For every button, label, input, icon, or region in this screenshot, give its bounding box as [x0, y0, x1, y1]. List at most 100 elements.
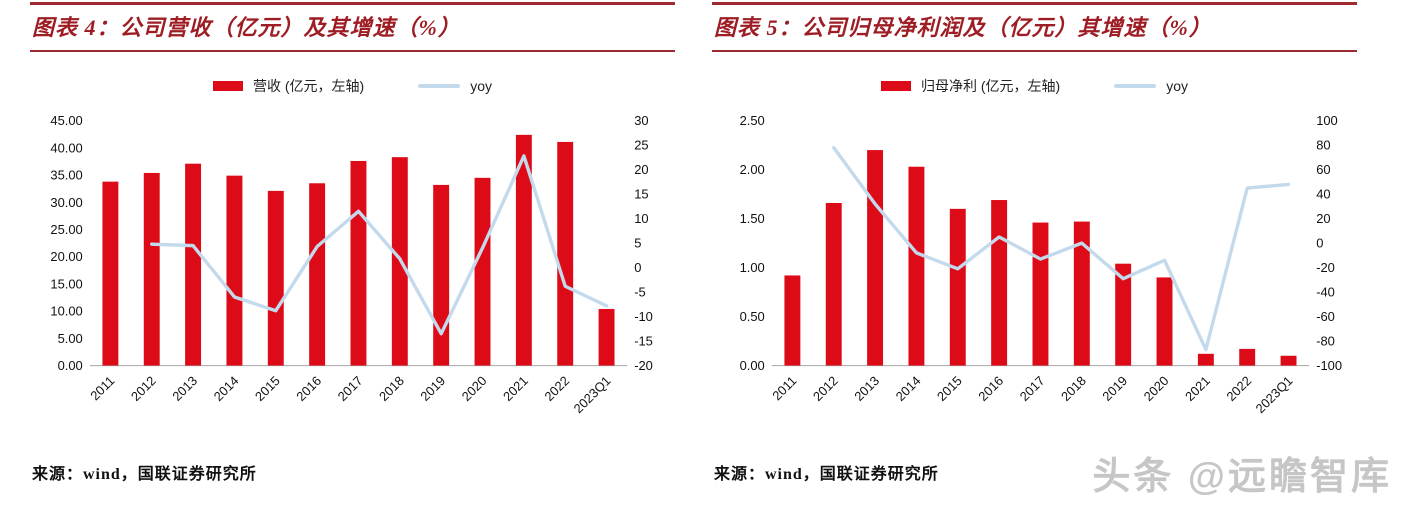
bar-2017	[1032, 222, 1049, 366]
revenue-chart-panel: 图表 4：公司营收（亿元）及其增速（%） 营收 (亿元，左轴) yoy 0.00…	[30, 0, 675, 484]
right-axis-tick: 60	[1316, 162, 1330, 177]
legend-bar-swatch	[212, 80, 243, 91]
x-axis-label: 2016	[975, 373, 1006, 404]
chart-legend: 营收 (亿元，左轴) yoy	[30, 76, 675, 96]
bar-2018	[1073, 221, 1090, 366]
title-rule-top	[712, 2, 1357, 5]
left-axis-tick: 45.00	[50, 113, 82, 128]
bar-2017	[350, 160, 367, 366]
bar-2012	[825, 202, 842, 366]
x-axis-label: 2015	[252, 373, 283, 404]
bar-2022	[1239, 348, 1256, 366]
x-axis-label: 2012	[810, 373, 841, 404]
right-axis-tick: 20	[1316, 211, 1330, 226]
x-axis-label: 2015	[934, 373, 965, 404]
left-axis-tick: 0.00	[58, 358, 83, 373]
right-axis-tick: -15	[634, 333, 653, 348]
x-axis-label: 2013	[169, 373, 200, 404]
title-rule-bottom	[712, 49, 1357, 52]
left-axis-tick: 30.00	[50, 194, 82, 209]
x-axis-label: 2022	[1223, 373, 1254, 404]
net-profit-chart: 0.00 0.50 1.00 1.50 2.00 2.50 -100 -80 -60 -40 -20…	[740, 113, 1342, 416]
chart-source: 来源：wind，国联证券研究所	[32, 465, 257, 483]
bar-2011	[784, 275, 801, 366]
chart-title: 图表 4：公司营收（亿元）及其增速（%）	[32, 15, 461, 40]
bar-2020	[474, 177, 491, 366]
bar-2013	[185, 163, 202, 366]
x-axis-label: 2020	[1141, 373, 1172, 404]
bar-2014	[908, 166, 925, 366]
right-axis-tick: -20	[634, 358, 653, 373]
x-axis-label: 2012	[128, 373, 159, 404]
right-axis-tick: 20	[634, 162, 648, 177]
net-profit-chart-panel: 图表 5：公司归母净利润及（亿元）其增速（%） 归母净利 (亿元，左轴) yoy…	[712, 0, 1357, 484]
x-axis-label: 2023Q1	[1253, 373, 1296, 416]
x-axis-label: 2011	[87, 373, 117, 403]
bar-2015	[949, 208, 966, 366]
bar-2015	[267, 190, 284, 366]
legend-bar-swatch	[880, 80, 911, 91]
bar-2023Q1	[1280, 355, 1297, 366]
x-axis-label: 2023Q1	[571, 373, 614, 416]
right-axis-tick: 40	[1316, 186, 1330, 201]
x-axis-label: 2018	[1058, 373, 1089, 404]
left-axis-tick: 1.00	[740, 260, 765, 275]
legend-bar-label: 营收 (亿元，左轴)	[252, 77, 365, 94]
x-axis-label: 2020	[459, 373, 490, 404]
right-axis-tick: 80	[1316, 137, 1330, 152]
bar-2012	[143, 172, 160, 366]
right-axis-tick: -20	[1316, 260, 1335, 275]
legend-line-swatch	[418, 83, 461, 88]
left-axis-tick: 5.00	[58, 330, 83, 345]
legend-line-label: yoy	[470, 77, 492, 94]
x-axis-label: 2013	[851, 373, 882, 404]
right-axis-tick: -10	[634, 309, 653, 324]
legend-bar-label: 归母净利 (亿元，左轴)	[920, 77, 1061, 94]
right-axis-tick: -40	[1316, 284, 1335, 299]
bar-2021	[1197, 353, 1214, 366]
x-axis-label: 2017	[335, 373, 366, 404]
x-axis-label: 2011	[769, 373, 799, 403]
x-axis-label: 2014	[893, 373, 924, 404]
bar-2021	[515, 134, 532, 366]
x-axis-label: 2014	[211, 373, 242, 404]
bar-2013	[867, 149, 884, 366]
title-rule-top	[30, 2, 675, 5]
right-axis-tick: -60	[1316, 309, 1335, 324]
right-axis-tick: 100	[1316, 113, 1338, 128]
right-axis-tick: 15	[634, 186, 648, 201]
left-axis-tick: 15.00	[50, 276, 82, 291]
legend-line-label: yoy	[1166, 77, 1188, 94]
x-axis-label: 2022	[541, 373, 572, 404]
left-axis-tick: 2.50	[740, 113, 765, 128]
bar-2019	[1115, 263, 1132, 366]
right-axis-tick: 0	[634, 260, 641, 275]
x-axis-label: 2021	[500, 373, 531, 404]
watermark: 头条 @远瞻智库	[1092, 456, 1392, 498]
bar-2016	[309, 182, 326, 366]
bar-2014	[226, 175, 243, 366]
left-axis-tick: 35.00	[50, 167, 82, 182]
right-axis-tick: 5	[634, 235, 641, 250]
right-axis-tick: -5	[634, 284, 646, 299]
legend-line-swatch	[1114, 83, 1157, 88]
left-axis-tick: 40.00	[50, 140, 82, 155]
chart-source: 来源：wind，国联证券研究所	[714, 465, 939, 483]
right-axis-tick: 10	[634, 211, 648, 226]
x-axis-label: 2017	[1017, 373, 1048, 404]
x-axis-label: 2016	[293, 373, 324, 404]
left-axis-tick: 25.00	[50, 222, 82, 237]
left-axis-tick: 0.00	[740, 358, 765, 373]
bar-2016	[991, 199, 1008, 366]
right-axis-tick: 0	[1316, 235, 1323, 250]
x-axis-label: 2021	[1182, 373, 1213, 404]
bar-2019	[433, 184, 450, 366]
right-axis-tick: -80	[1316, 333, 1335, 348]
yoy-line	[150, 153, 609, 335]
x-axis-label: 2018	[376, 373, 407, 404]
left-axis-tick: 0.50	[740, 309, 765, 324]
right-axis-tick: 30	[634, 113, 648, 128]
bar-2022	[557, 141, 574, 366]
chart-legend: 归母净利 (亿元，左轴) yoy	[712, 76, 1357, 96]
